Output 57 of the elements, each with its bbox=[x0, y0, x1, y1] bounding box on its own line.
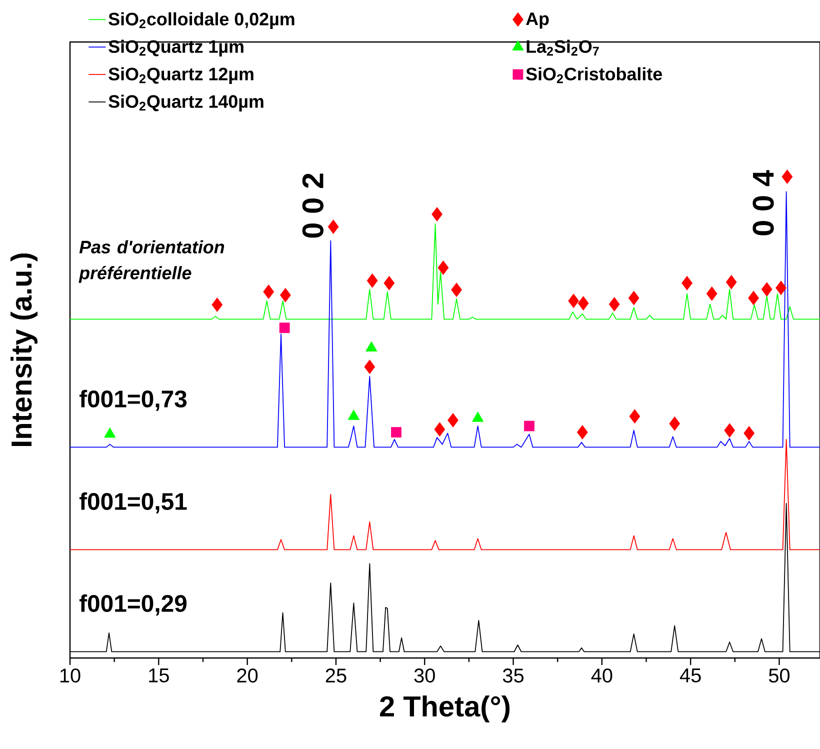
point bbox=[279, 322, 290, 334]
point bbox=[438, 260, 449, 275]
point bbox=[568, 294, 580, 308]
x-tick-label: 25 bbox=[326, 668, 346, 683]
point bbox=[384, 276, 395, 290]
point bbox=[578, 296, 589, 310]
point bbox=[212, 298, 223, 312]
point bbox=[524, 420, 534, 432]
point bbox=[391, 427, 402, 438]
point bbox=[263, 284, 274, 299]
x-tick-label: 30 bbox=[414, 668, 435, 683]
point bbox=[366, 341, 378, 352]
x-tick-label: 10 bbox=[60, 668, 80, 683]
point bbox=[328, 220, 339, 234]
point bbox=[280, 288, 291, 302]
x-tick-label: 20 bbox=[237, 668, 258, 683]
point bbox=[669, 416, 680, 431]
point bbox=[608, 297, 620, 312]
point bbox=[682, 276, 692, 290]
x-tick-label: 45 bbox=[680, 668, 701, 682]
point bbox=[366, 273, 378, 288]
point bbox=[724, 423, 736, 438]
annotation: 0 0 4 bbox=[752, 170, 774, 236]
point bbox=[104, 428, 116, 438]
point bbox=[448, 413, 458, 428]
annotation: f001=0,29 bbox=[79, 594, 187, 616]
point bbox=[726, 274, 737, 290]
legend-label: Ap bbox=[526, 12, 549, 29]
point bbox=[348, 410, 360, 420]
x-tick-label: 35 bbox=[502, 668, 524, 683]
x-tick-label: 50 bbox=[768, 668, 790, 683]
legend-label: SiO$_{2}$colloidale 0,02µm bbox=[108, 12, 294, 30]
point bbox=[451, 282, 462, 298]
point bbox=[629, 409, 640, 424]
annotation: 0 0 2 bbox=[302, 174, 324, 238]
point bbox=[576, 425, 588, 440]
annotation: f001=0,51 bbox=[79, 492, 187, 514]
point bbox=[782, 170, 793, 184]
point bbox=[748, 290, 759, 306]
point bbox=[776, 280, 786, 296]
annotation: f001=0,73 bbox=[79, 390, 187, 411]
point bbox=[364, 360, 376, 374]
point bbox=[472, 412, 484, 422]
point bbox=[761, 282, 772, 297]
legend-label: SiO$_{2}$Cristobalite bbox=[526, 67, 662, 84]
point bbox=[706, 286, 718, 301]
x-tick-label: 15 bbox=[149, 668, 169, 682]
point bbox=[434, 422, 446, 437]
x-axis-title: 2 Theta(°) bbox=[380, 695, 510, 722]
point bbox=[628, 290, 640, 306]
point bbox=[432, 207, 442, 222]
point bbox=[744, 426, 755, 440]
annotation: Pas d'orientation préférentielle bbox=[78, 240, 224, 283]
legend-label: SiO$_{2}$Quartz 12µm bbox=[108, 67, 254, 84]
legend-label: SiO$_{2}$Quartz 140µm bbox=[108, 94, 264, 112]
x-tick-label: 40 bbox=[591, 668, 612, 683]
y-axis-title: Intensity (a.u.) bbox=[10, 254, 38, 446]
